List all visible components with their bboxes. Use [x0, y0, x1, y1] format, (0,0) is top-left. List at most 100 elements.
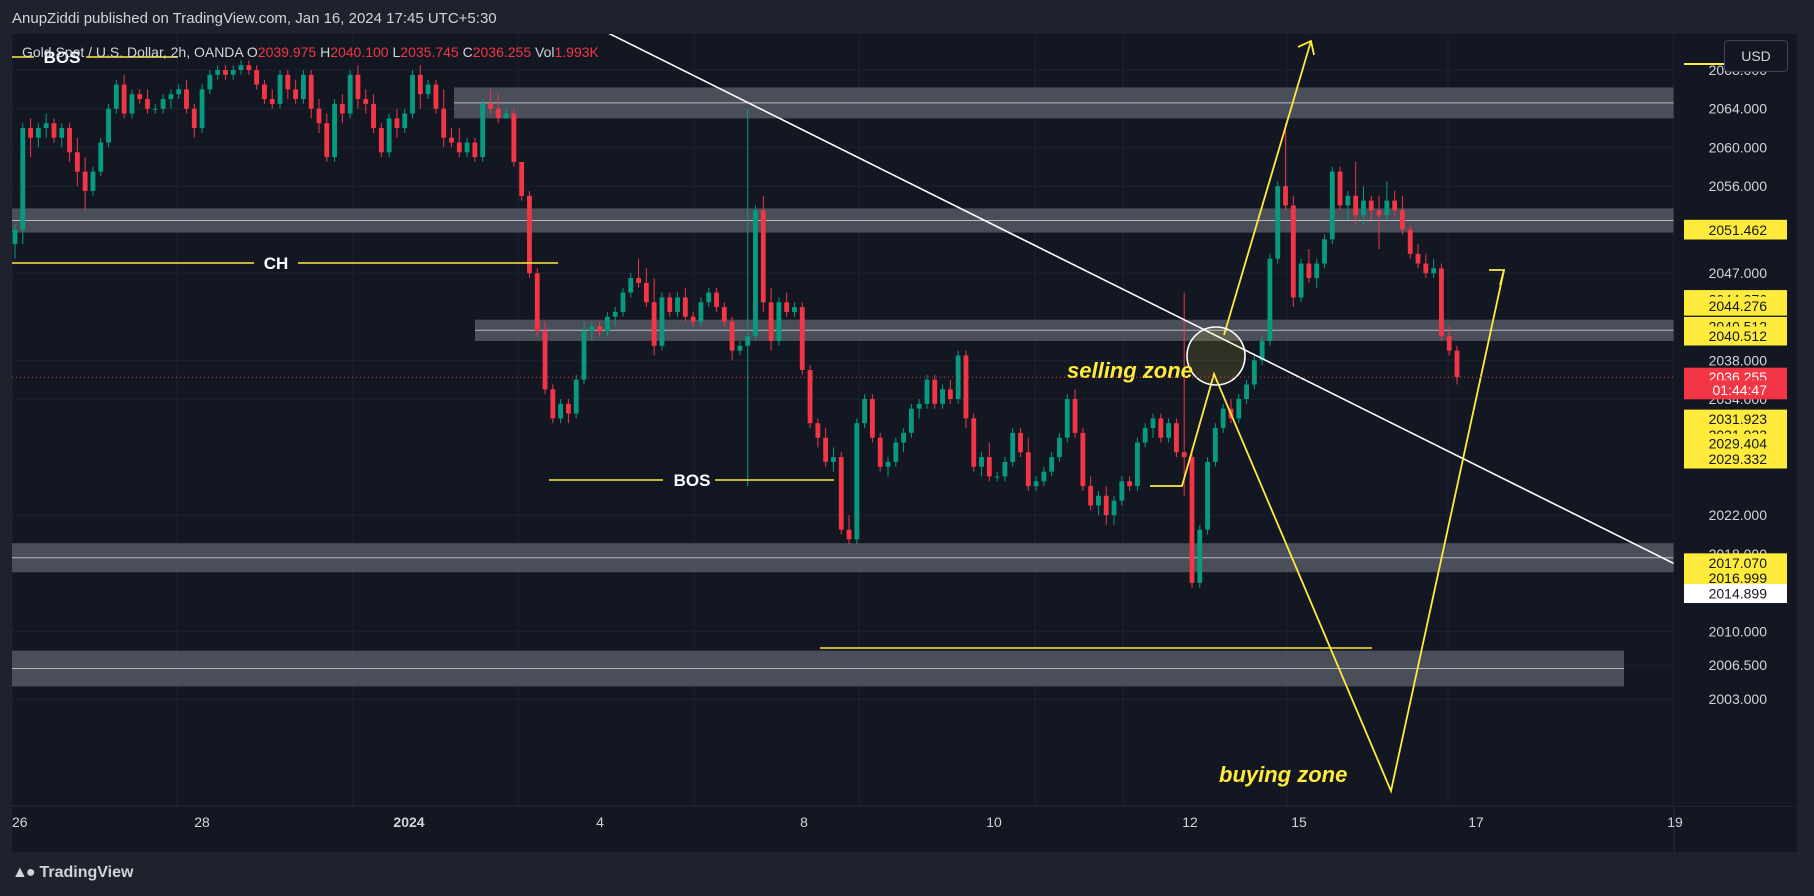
y-tick-label: 2064.000 — [1709, 101, 1768, 117]
candle — [246, 60, 252, 75]
candle — [152, 103, 158, 114]
candle-body — [82, 171, 88, 191]
candle-body — [947, 389, 953, 400]
candle — [846, 515, 852, 545]
candle — [636, 258, 641, 288]
candle-body — [1173, 423, 1179, 453]
candle — [1088, 476, 1094, 511]
selling-circle[interactable] — [1186, 326, 1246, 386]
candle — [1033, 476, 1039, 491]
candle — [1236, 394, 1242, 424]
tradingview-brand: TradingView — [39, 864, 134, 881]
candle — [28, 118, 34, 158]
y-tick-label: 2003.000 — [1709, 691, 1768, 707]
candle-body — [207, 74, 213, 90]
x-axis[interactable]: 26 28 2024 4 8 10 12 15 17 19 — [12, 34, 1797, 852]
candle-body — [35, 128, 41, 138]
trend-line[interactable] — [598, 34, 1720, 587]
candle — [238, 60, 244, 75]
candle-body — [1407, 229, 1413, 254]
chart-svg[interactable]: CH BOS BOS selling zone buying zone 26 28… — [12, 34, 1797, 852]
low-label: L — [392, 44, 401, 60]
candle-body — [838, 457, 844, 530]
candle-body — [877, 437, 883, 467]
candle-body — [1072, 399, 1078, 433]
candle-body — [636, 278, 641, 283]
close-value: 2036.255 — [472, 44, 532, 60]
candle — [1181, 292, 1187, 496]
candle-body — [402, 113, 408, 129]
candle-body — [604, 316, 610, 332]
candle — [410, 70, 415, 119]
publish-info: AnupZiddi published on TradingView.com, … — [12, 10, 497, 27]
candle — [386, 113, 392, 158]
candle-body — [1275, 186, 1281, 259]
candle — [979, 452, 984, 477]
candle — [784, 292, 790, 317]
candle-body — [262, 84, 267, 100]
price-label: 2016.999 — [1684, 568, 1787, 588]
candle — [542, 321, 548, 395]
volume-value: 1.993K — [554, 44, 599, 60]
candle — [558, 399, 564, 424]
candle-body — [254, 70, 260, 85]
candle-body — [729, 321, 735, 351]
candle-body — [98, 142, 104, 172]
candle-body — [792, 307, 797, 312]
candle-body — [495, 108, 501, 119]
candle — [955, 350, 961, 404]
candle-body — [316, 108, 322, 124]
candle — [1189, 447, 1195, 588]
x-tick-label: 12 — [1182, 814, 1198, 830]
candle-body — [994, 476, 1000, 478]
candle-body — [488, 103, 493, 109]
candle — [363, 89, 369, 114]
price-label: 01:44:47 — [1684, 380, 1787, 400]
candle-body — [332, 103, 337, 158]
price-label-box — [1684, 380, 1787, 400]
candle-body — [612, 311, 618, 317]
candle — [35, 123, 41, 148]
candle — [916, 399, 922, 419]
candle-body — [784, 302, 790, 312]
candle — [1407, 224, 1413, 259]
candle — [1173, 418, 1179, 458]
candle — [932, 374, 938, 409]
projection-path[interactable] — [1150, 269, 1505, 794]
price-label-text: 2017.070 — [1709, 555, 1768, 571]
candle — [807, 365, 813, 429]
candle — [285, 70, 291, 100]
candle — [1329, 166, 1335, 245]
candle — [659, 292, 665, 351]
candle — [1135, 437, 1140, 491]
candle — [1119, 476, 1125, 506]
candle — [776, 297, 782, 346]
candle — [1275, 181, 1281, 264]
candle-body — [565, 403, 571, 414]
candle — [1096, 490, 1101, 516]
chart-pane[interactable]: CH BOS BOS selling zone buying zone 26 28… — [12, 34, 1797, 852]
candle-body — [168, 94, 174, 100]
price-label: 2029.332 — [1684, 449, 1787, 469]
open-label: O — [246, 44, 258, 60]
candle — [1111, 495, 1117, 525]
y-tick-label: 2022.000 — [1709, 507, 1768, 523]
x-tick-label: 28 — [194, 814, 210, 830]
candle — [417, 65, 423, 109]
breakout-arrow[interactable] — [1223, 40, 1312, 336]
price-label: 2040.512 — [1684, 326, 1787, 346]
candle — [106, 103, 111, 148]
tradingview-logo[interactable]: ▲● TradingView — [12, 864, 133, 882]
candle-body — [246, 65, 252, 70]
candle-body — [285, 74, 291, 90]
high-value: 2040.100 — [330, 44, 389, 60]
candle-body — [238, 65, 244, 70]
currency-button[interactable]: USD — [1724, 40, 1788, 72]
candle — [1057, 432, 1062, 462]
candle — [1314, 258, 1320, 288]
candle-body — [1438, 268, 1444, 337]
candle — [191, 103, 197, 138]
candle-body — [1298, 263, 1304, 298]
candle — [1322, 234, 1327, 269]
candle — [121, 74, 127, 119]
